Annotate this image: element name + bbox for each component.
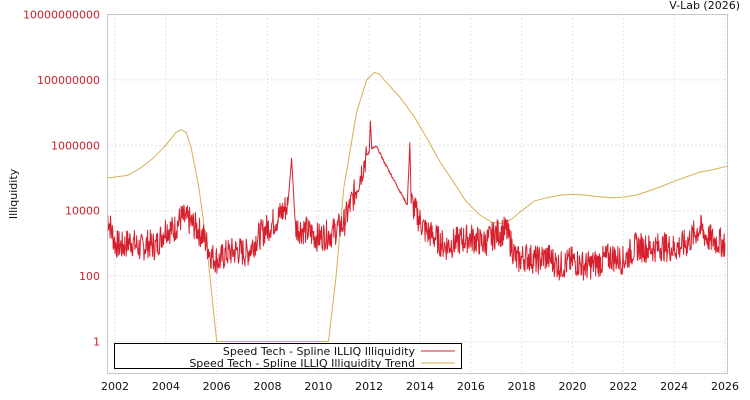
x-tick-label: 2006	[203, 380, 231, 393]
x-tick-label: 2018	[508, 380, 536, 393]
x-tick-label: 2010	[304, 380, 332, 393]
y-tick-label: 10000000000	[23, 9, 100, 22]
x-tick-label: 2026	[711, 380, 739, 393]
y-tick-label: 100000000	[37, 74, 100, 87]
x-tick-label: 2020	[559, 380, 587, 393]
credit-label: V-Lab (2026)	[669, 0, 740, 12]
series-layer	[107, 71, 728, 342]
legend: Speed Tech - Spline ILLIQ Illiquidity Sp…	[114, 343, 462, 370]
y-tick-label: 100	[79, 270, 100, 283]
legend-label-illiquidity: Speed Tech - Spline ILLIQ Illiquidity	[223, 345, 416, 358]
y-tick-label: 1	[93, 336, 100, 349]
x-tick-label: 2024	[660, 380, 688, 393]
illiquidity-line	[107, 120, 726, 281]
x-tick-label: 2016	[457, 380, 485, 393]
plot-frame	[107, 14, 728, 374]
y-axis-label: Illiquidity	[7, 168, 20, 219]
y-tick-label: 10000	[65, 205, 100, 218]
y-tick-label: 1000000	[51, 139, 100, 152]
x-tick-label: 2004	[152, 380, 180, 393]
x-tick-label: 2008	[254, 380, 282, 393]
x-tick-label: 2014	[406, 380, 434, 393]
x-axis-ticks: 2002 2004 2006 2008 2010 2012 2014 2016 2018 2020…	[101, 380, 739, 393]
legend-box	[114, 343, 462, 369]
x-tick-label: 2002	[101, 380, 129, 393]
x-tick-label: 2022	[609, 380, 637, 393]
trend-line	[107, 71, 728, 342]
gridlines	[107, 14, 728, 374]
y-axis-ticks: 10000000000 100000000 1000000 10000 100 1	[23, 9, 100, 349]
legend-label-trend: Speed Tech - Spline ILLIQ Illiquidity Tr…	[189, 357, 415, 370]
x-tick-label: 2012	[355, 380, 383, 393]
